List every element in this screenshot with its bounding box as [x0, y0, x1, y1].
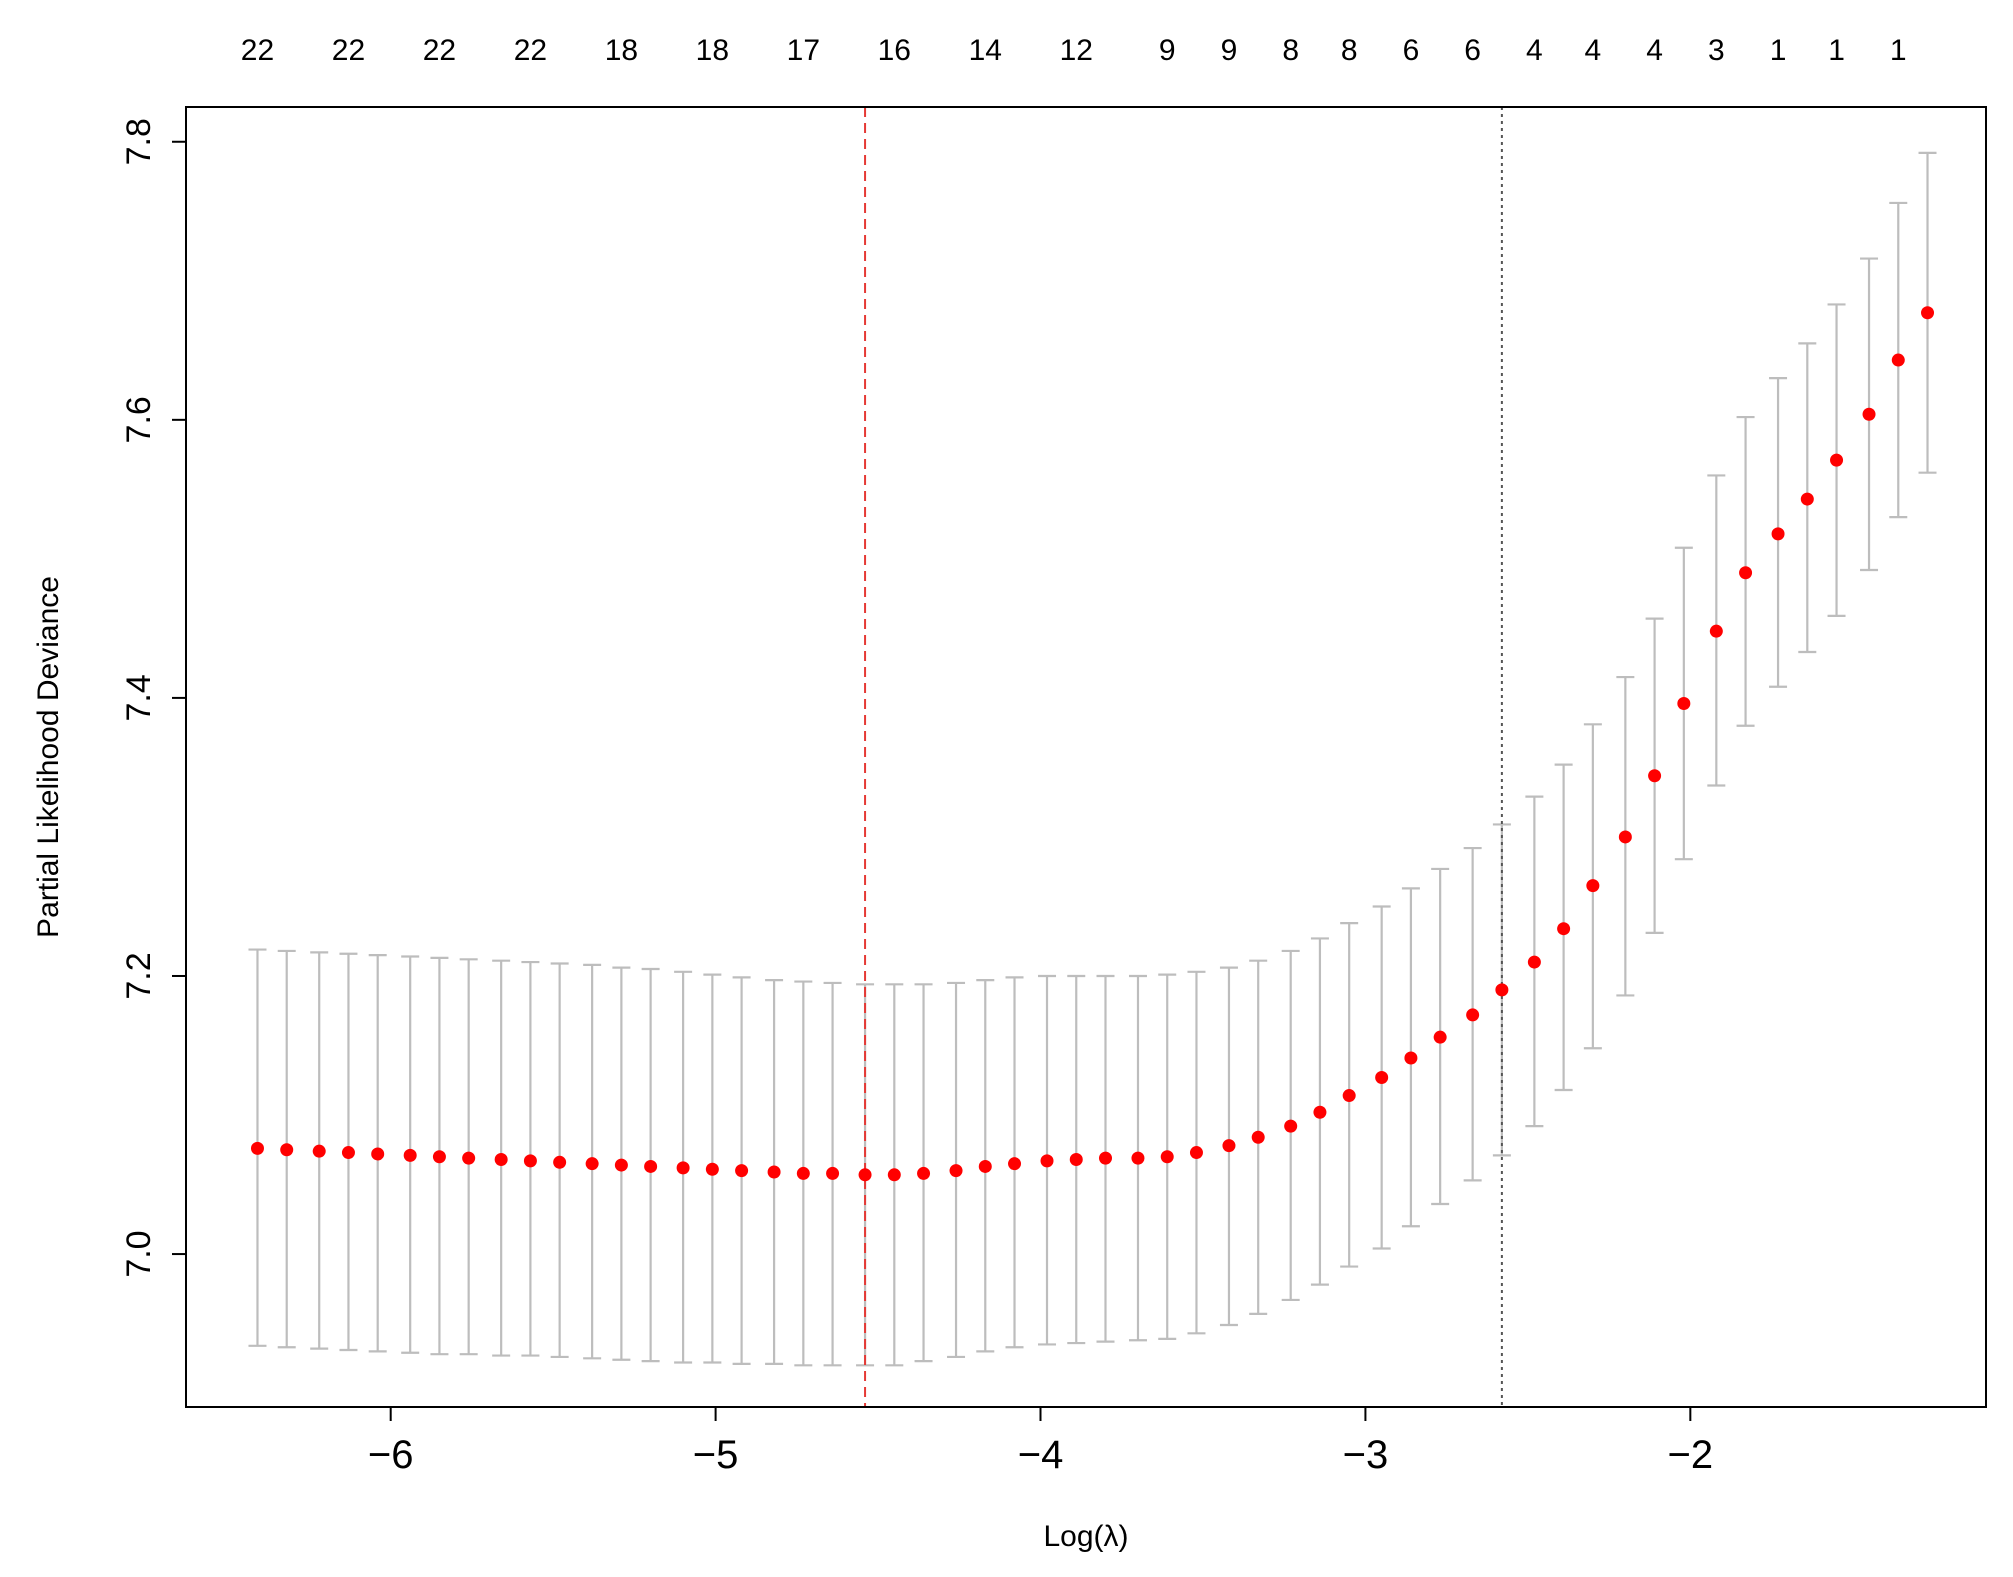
top-count-label: 4: [1646, 34, 1663, 67]
data-point: [403, 1148, 417, 1162]
data-point: [1586, 879, 1600, 893]
data-point: [1008, 1157, 1022, 1171]
data-point: [1131, 1151, 1145, 1165]
top-count-label: 6: [1403, 34, 1420, 67]
data-point: [767, 1165, 781, 1179]
data-point: [462, 1151, 476, 1165]
data-point: [614, 1158, 628, 1172]
data-point: [1160, 1150, 1174, 1164]
data-point: [1466, 1008, 1480, 1022]
data-point: [1527, 955, 1541, 969]
data-point: [1404, 1051, 1418, 1065]
data-point: [371, 1147, 385, 1161]
data-point: [250, 1141, 264, 1155]
y-tick-label: 7.8: [120, 118, 158, 165]
data-point: [312, 1144, 326, 1158]
data-point: [644, 1159, 658, 1173]
data-point: [1739, 566, 1753, 580]
data-point: [826, 1166, 840, 1180]
top-count-label: 17: [787, 34, 820, 67]
x-tick-label: −6: [368, 1433, 414, 1477]
data-point: [341, 1146, 355, 1160]
top-count-label: 18: [696, 34, 729, 67]
data-point: [1830, 453, 1844, 467]
data-point: [1891, 353, 1905, 367]
x-tick-label: −5: [693, 1433, 739, 1477]
data-point: [796, 1166, 810, 1180]
data-point: [1222, 1139, 1236, 1153]
data-point: [1284, 1119, 1298, 1133]
data-point: [1342, 1089, 1356, 1103]
data-point: [1862, 407, 1876, 421]
data-point: [1040, 1154, 1054, 1168]
top-count-label: 22: [241, 34, 274, 67]
data-point: [1189, 1146, 1203, 1160]
data-point: [1557, 922, 1571, 936]
y-tick-label: 7.2: [120, 952, 158, 999]
top-count-label: 1: [1828, 34, 1845, 67]
x-tick-label: −2: [1668, 1433, 1714, 1477]
x-tick-label: −3: [1343, 1433, 1389, 1477]
top-count-label: 16: [878, 34, 911, 67]
top-count-label: 4: [1526, 34, 1543, 67]
top-count-label: 22: [423, 34, 456, 67]
top-count-label: 22: [514, 34, 547, 67]
top-count-label: 9: [1221, 34, 1238, 67]
data-point: [432, 1150, 446, 1164]
data-point: [676, 1161, 690, 1175]
top-count-label: 9: [1159, 34, 1176, 67]
data-point: [1069, 1153, 1083, 1167]
data-point: [523, 1154, 537, 1168]
top-count-label: 12: [1060, 34, 1093, 67]
y-tick-label: 7.0: [120, 1230, 158, 1277]
top-count-label: 22: [332, 34, 365, 67]
x-axis: −6 −5 −4 −3 −2: [368, 1406, 1714, 1477]
data-points: [250, 306, 1935, 1182]
top-count-label: 18: [605, 34, 638, 67]
x-tick-label: −4: [1018, 1433, 1064, 1477]
top-count-label: 1: [1890, 34, 1907, 67]
top-count-label: 6: [1464, 34, 1481, 67]
data-point: [949, 1164, 963, 1178]
data-point: [1677, 696, 1691, 710]
data-point: [917, 1166, 931, 1180]
data-point: [1648, 769, 1662, 783]
data-point: [553, 1155, 567, 1169]
top-count-label: 14: [969, 34, 1002, 67]
top-count-label: 8: [1341, 34, 1358, 67]
data-point: [978, 1159, 992, 1173]
top-count-label: 4: [1585, 34, 1602, 67]
top-count-label: 1: [1770, 34, 1787, 67]
reference-lines: [864, 107, 1503, 1407]
data-point: [1618, 830, 1632, 844]
top-count-label: 8: [1282, 34, 1299, 67]
data-point: [1771, 527, 1785, 541]
x-axis-title: Log(λ): [1043, 1520, 1128, 1553]
data-point: [1921, 306, 1935, 320]
data-point: [585, 1157, 599, 1171]
data-point: [1495, 983, 1509, 997]
data-point: [1800, 492, 1814, 506]
data-point: [858, 1168, 872, 1182]
data-point: [887, 1168, 901, 1182]
data-point: [705, 1162, 719, 1176]
top-count-label: 3: [1708, 34, 1725, 67]
data-point: [1433, 1030, 1447, 1044]
data-point: [494, 1153, 508, 1167]
data-point: [1098, 1151, 1112, 1165]
data-point: [735, 1164, 749, 1178]
data-point: [1251, 1130, 1265, 1144]
y-axis: 7.0 7.2 7.4 7.6 7.8: [120, 118, 187, 1278]
y-tick-label: 7.6: [120, 396, 158, 443]
data-point: [1313, 1105, 1327, 1119]
data-point: [1709, 624, 1723, 638]
data-point: [1375, 1070, 1389, 1084]
top-axis-nonzero-counts: 22 22 22 22 18 18 17 16 14 12 9 9 8 8 6 6 4 4 4 3 1 1 1: [241, 34, 1907, 67]
y-tick-label: 7.4: [120, 674, 158, 721]
data-point: [280, 1143, 294, 1157]
y-axis-title: Partial Likelihood Deviance: [32, 576, 65, 938]
